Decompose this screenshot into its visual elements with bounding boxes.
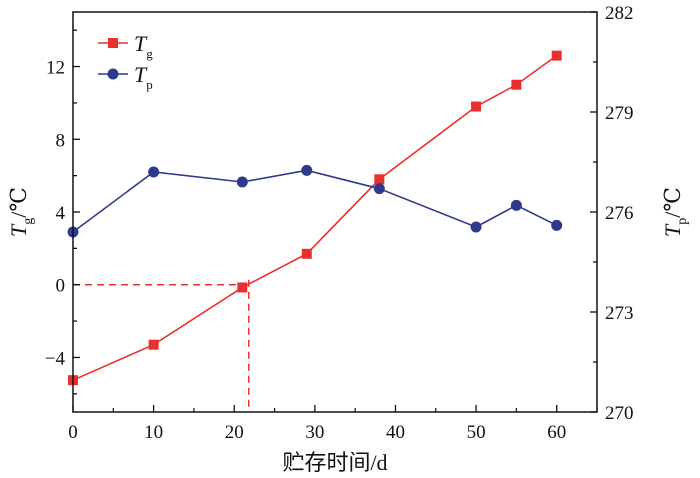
y-left-tick-label: −4	[45, 348, 66, 369]
y-right-tick-label: 273	[605, 303, 634, 324]
data-point-Tg	[511, 79, 522, 90]
y-right-tick-label: 279	[605, 103, 634, 124]
data-point-Tg	[301, 248, 312, 259]
series-layer	[67, 50, 563, 386]
data-point-Tg	[551, 50, 562, 61]
y-right-axis-label: Tp/℃	[660, 187, 690, 237]
svg-text:Tg/℃: Tg/℃	[6, 187, 36, 237]
x-tick-label: 20	[225, 422, 244, 443]
x-axis-label: 贮存时间/d	[282, 450, 387, 475]
y-left-tick-label: 0	[56, 276, 66, 297]
x-tick-label: 0	[68, 422, 78, 443]
data-point-Tp	[470, 221, 482, 233]
y-left-tick-label: 4	[56, 203, 66, 224]
y-left-tick-label: 12	[46, 58, 65, 79]
legend-label-Tg: Tg	[134, 31, 153, 61]
data-point-Tp	[301, 164, 313, 176]
legend-label-Tp: Tp	[134, 62, 153, 92]
y-left-tick-label: 8	[56, 130, 66, 151]
plot-frame	[72, 11, 598, 413]
y-right-tick-label: 282	[605, 3, 634, 24]
data-point-Tp	[148, 166, 160, 178]
legend-marker-Tg	[108, 38, 118, 48]
y-right-tick-label: 270	[605, 403, 634, 424]
data-point-Tp	[510, 199, 522, 211]
data-point-Tg	[148, 339, 159, 350]
axes: 0 10 20 30 40 50 60 −4 0 4 8 12 270 273 276 279 282	[45, 3, 634, 443]
y-right-tick-label: 276	[605, 203, 634, 224]
svg-text:Tp/℃: Tp/℃	[660, 187, 690, 237]
legend-marker-Tp	[107, 68, 119, 80]
data-point-Tg	[237, 282, 248, 293]
series-line-Tp	[72, 169, 558, 233]
x-tick-label: 40	[386, 422, 405, 443]
data-point-Tp	[236, 176, 248, 188]
data-point-Tg	[374, 174, 385, 185]
x-tick-label: 30	[305, 422, 324, 443]
series-line-Tg	[72, 54, 558, 381]
dashed-guides	[73, 279, 250, 412]
x-tick-label: 50	[467, 422, 486, 443]
data-point-Tg	[471, 101, 482, 112]
y-left-axis-label: Tg/℃	[6, 187, 36, 237]
data-point-Tp	[373, 183, 385, 195]
data-point-Tp	[551, 219, 563, 231]
x-tick-label: 60	[547, 422, 566, 443]
x-tick-label: 10	[144, 422, 163, 443]
